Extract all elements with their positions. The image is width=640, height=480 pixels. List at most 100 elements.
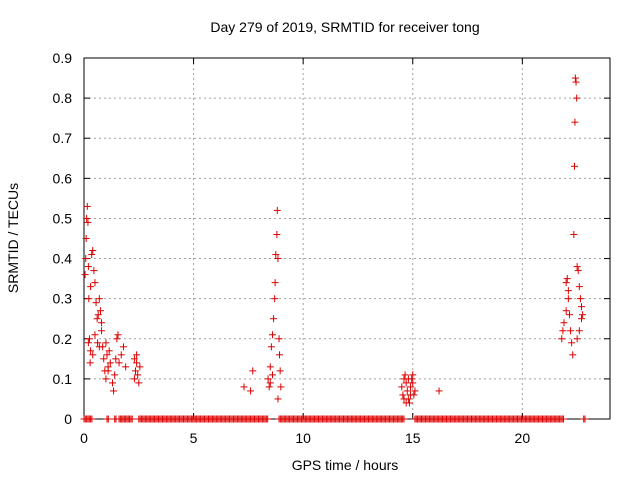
data-point <box>268 331 276 339</box>
data-point <box>130 375 138 383</box>
x-tick-label: 10 <box>295 430 311 446</box>
data-point <box>132 367 140 375</box>
data-point <box>136 363 144 371</box>
data-point <box>122 363 130 371</box>
data-point <box>573 94 581 102</box>
y-tick-label: 0.5 <box>53 210 73 226</box>
data-point <box>84 263 92 271</box>
data-point <box>81 271 89 279</box>
data-point <box>267 343 275 351</box>
data-point <box>87 347 95 355</box>
data-point <box>130 355 138 363</box>
x-tick-labels: 0 5 10 15 20 <box>80 430 530 446</box>
data-point <box>96 307 104 315</box>
data-point <box>574 267 582 275</box>
data-point <box>578 315 586 323</box>
data-point <box>573 335 581 343</box>
data-point <box>133 359 141 367</box>
data-point <box>102 339 110 347</box>
data-point <box>565 311 573 319</box>
data-point <box>274 255 282 263</box>
data-point <box>271 279 279 287</box>
data-point <box>411 387 419 395</box>
data-point <box>270 315 278 323</box>
data-point <box>105 347 113 355</box>
data-point <box>268 371 276 379</box>
data-point <box>571 118 579 126</box>
data-points <box>80 74 589 423</box>
data-point <box>82 235 90 242</box>
data-point <box>89 247 97 255</box>
data-point <box>570 230 578 238</box>
data-point <box>113 335 121 343</box>
data-point <box>134 371 142 379</box>
data-point <box>407 391 415 399</box>
data-point <box>559 327 567 335</box>
data-point <box>240 383 248 391</box>
data-point <box>83 202 91 210</box>
data-point <box>102 375 110 383</box>
x-tick-label: 15 <box>405 430 421 446</box>
data-point <box>564 287 572 295</box>
data-point <box>570 162 578 170</box>
data-point <box>100 355 108 363</box>
data-point <box>409 379 417 387</box>
data-point <box>85 335 93 343</box>
data-point <box>87 283 95 291</box>
data-point <box>110 387 118 395</box>
data-point <box>568 339 576 347</box>
data-point <box>275 351 283 359</box>
data-point <box>564 295 572 303</box>
data-point <box>403 387 411 395</box>
data-point <box>264 375 272 383</box>
data-point <box>89 351 97 359</box>
data-point <box>84 339 92 347</box>
data-point <box>558 335 566 343</box>
data-point <box>275 335 283 343</box>
data-point <box>94 311 102 319</box>
data-point <box>400 395 408 403</box>
chart-title: Day 279 of 2019, SRMTID for receiver ton… <box>210 19 479 35</box>
data-point <box>563 275 571 283</box>
gridlines <box>84 58 610 419</box>
x-tick-label: 5 <box>190 430 198 446</box>
y-tick-label: 0.9 <box>53 50 73 66</box>
data-point <box>84 218 92 226</box>
data-point <box>266 379 274 387</box>
data-point <box>85 295 93 303</box>
data-point <box>579 311 587 319</box>
data-point <box>104 367 112 375</box>
data-point <box>128 415 136 423</box>
data-point <box>271 295 279 303</box>
data-point <box>567 327 575 335</box>
data-point <box>115 359 123 367</box>
data-point <box>571 74 579 82</box>
data-point <box>578 303 586 311</box>
data-point <box>95 343 103 351</box>
data-point <box>88 251 96 259</box>
y-tick-label: 0.6 <box>53 170 73 186</box>
y-tick-label: 0.4 <box>53 251 73 267</box>
y-axis-label: SRMTID / TECUs <box>5 183 21 293</box>
data-point <box>91 331 99 339</box>
data-point <box>112 355 120 363</box>
data-point <box>106 359 114 367</box>
data-point <box>276 367 284 375</box>
data-point <box>575 327 583 335</box>
data-point <box>119 343 127 351</box>
data-point <box>401 371 409 379</box>
data-point <box>95 295 103 303</box>
data-point <box>264 415 272 423</box>
data-point <box>272 251 280 259</box>
data-point <box>92 299 100 307</box>
data-point <box>90 267 98 275</box>
data-point <box>575 283 583 291</box>
data-point <box>108 379 116 387</box>
data-point <box>560 415 568 423</box>
data-point <box>111 371 119 379</box>
data-point <box>82 255 90 263</box>
data-point <box>103 351 111 359</box>
data-point <box>581 415 589 423</box>
